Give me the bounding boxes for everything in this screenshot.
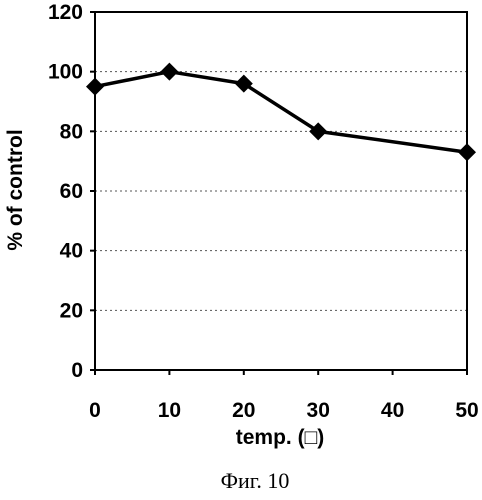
x-tick-label: 40: [381, 399, 404, 422]
x-tick-label: 10: [158, 399, 181, 422]
figure-caption: Фиг. 10: [221, 468, 290, 493]
x-tick-label: 50: [455, 399, 478, 422]
y-tick-label: 60: [60, 180, 83, 203]
y-tick-label: 20: [60, 299, 83, 322]
y-axis-title: % of control: [4, 129, 27, 250]
x-tick-label: 0: [89, 399, 101, 422]
data-point-diamond: [309, 122, 327, 140]
x-tick-label: 20: [232, 399, 255, 422]
y-tick-label: 40: [60, 240, 83, 263]
y-axis-tick-labels: 0 20 40 60 80 100 120: [48, 1, 95, 382]
y-tick-label: 100: [48, 61, 83, 84]
x-axis-title: temp. (□): [236, 426, 325, 449]
data-point-diamond: [235, 75, 253, 93]
x-axis-tick-labels: 0 10 20 30 40 50: [89, 370, 479, 422]
y-tick-label: 120: [48, 1, 83, 24]
data-point-diamond: [86, 78, 104, 96]
data-point-diamond: [458, 143, 476, 161]
x-tick-label: 30: [307, 399, 330, 422]
y-tick-label: 80: [60, 120, 83, 143]
series-line: [95, 72, 467, 153]
data-point-diamond: [160, 63, 178, 81]
y-tick-label: 0: [71, 359, 83, 382]
